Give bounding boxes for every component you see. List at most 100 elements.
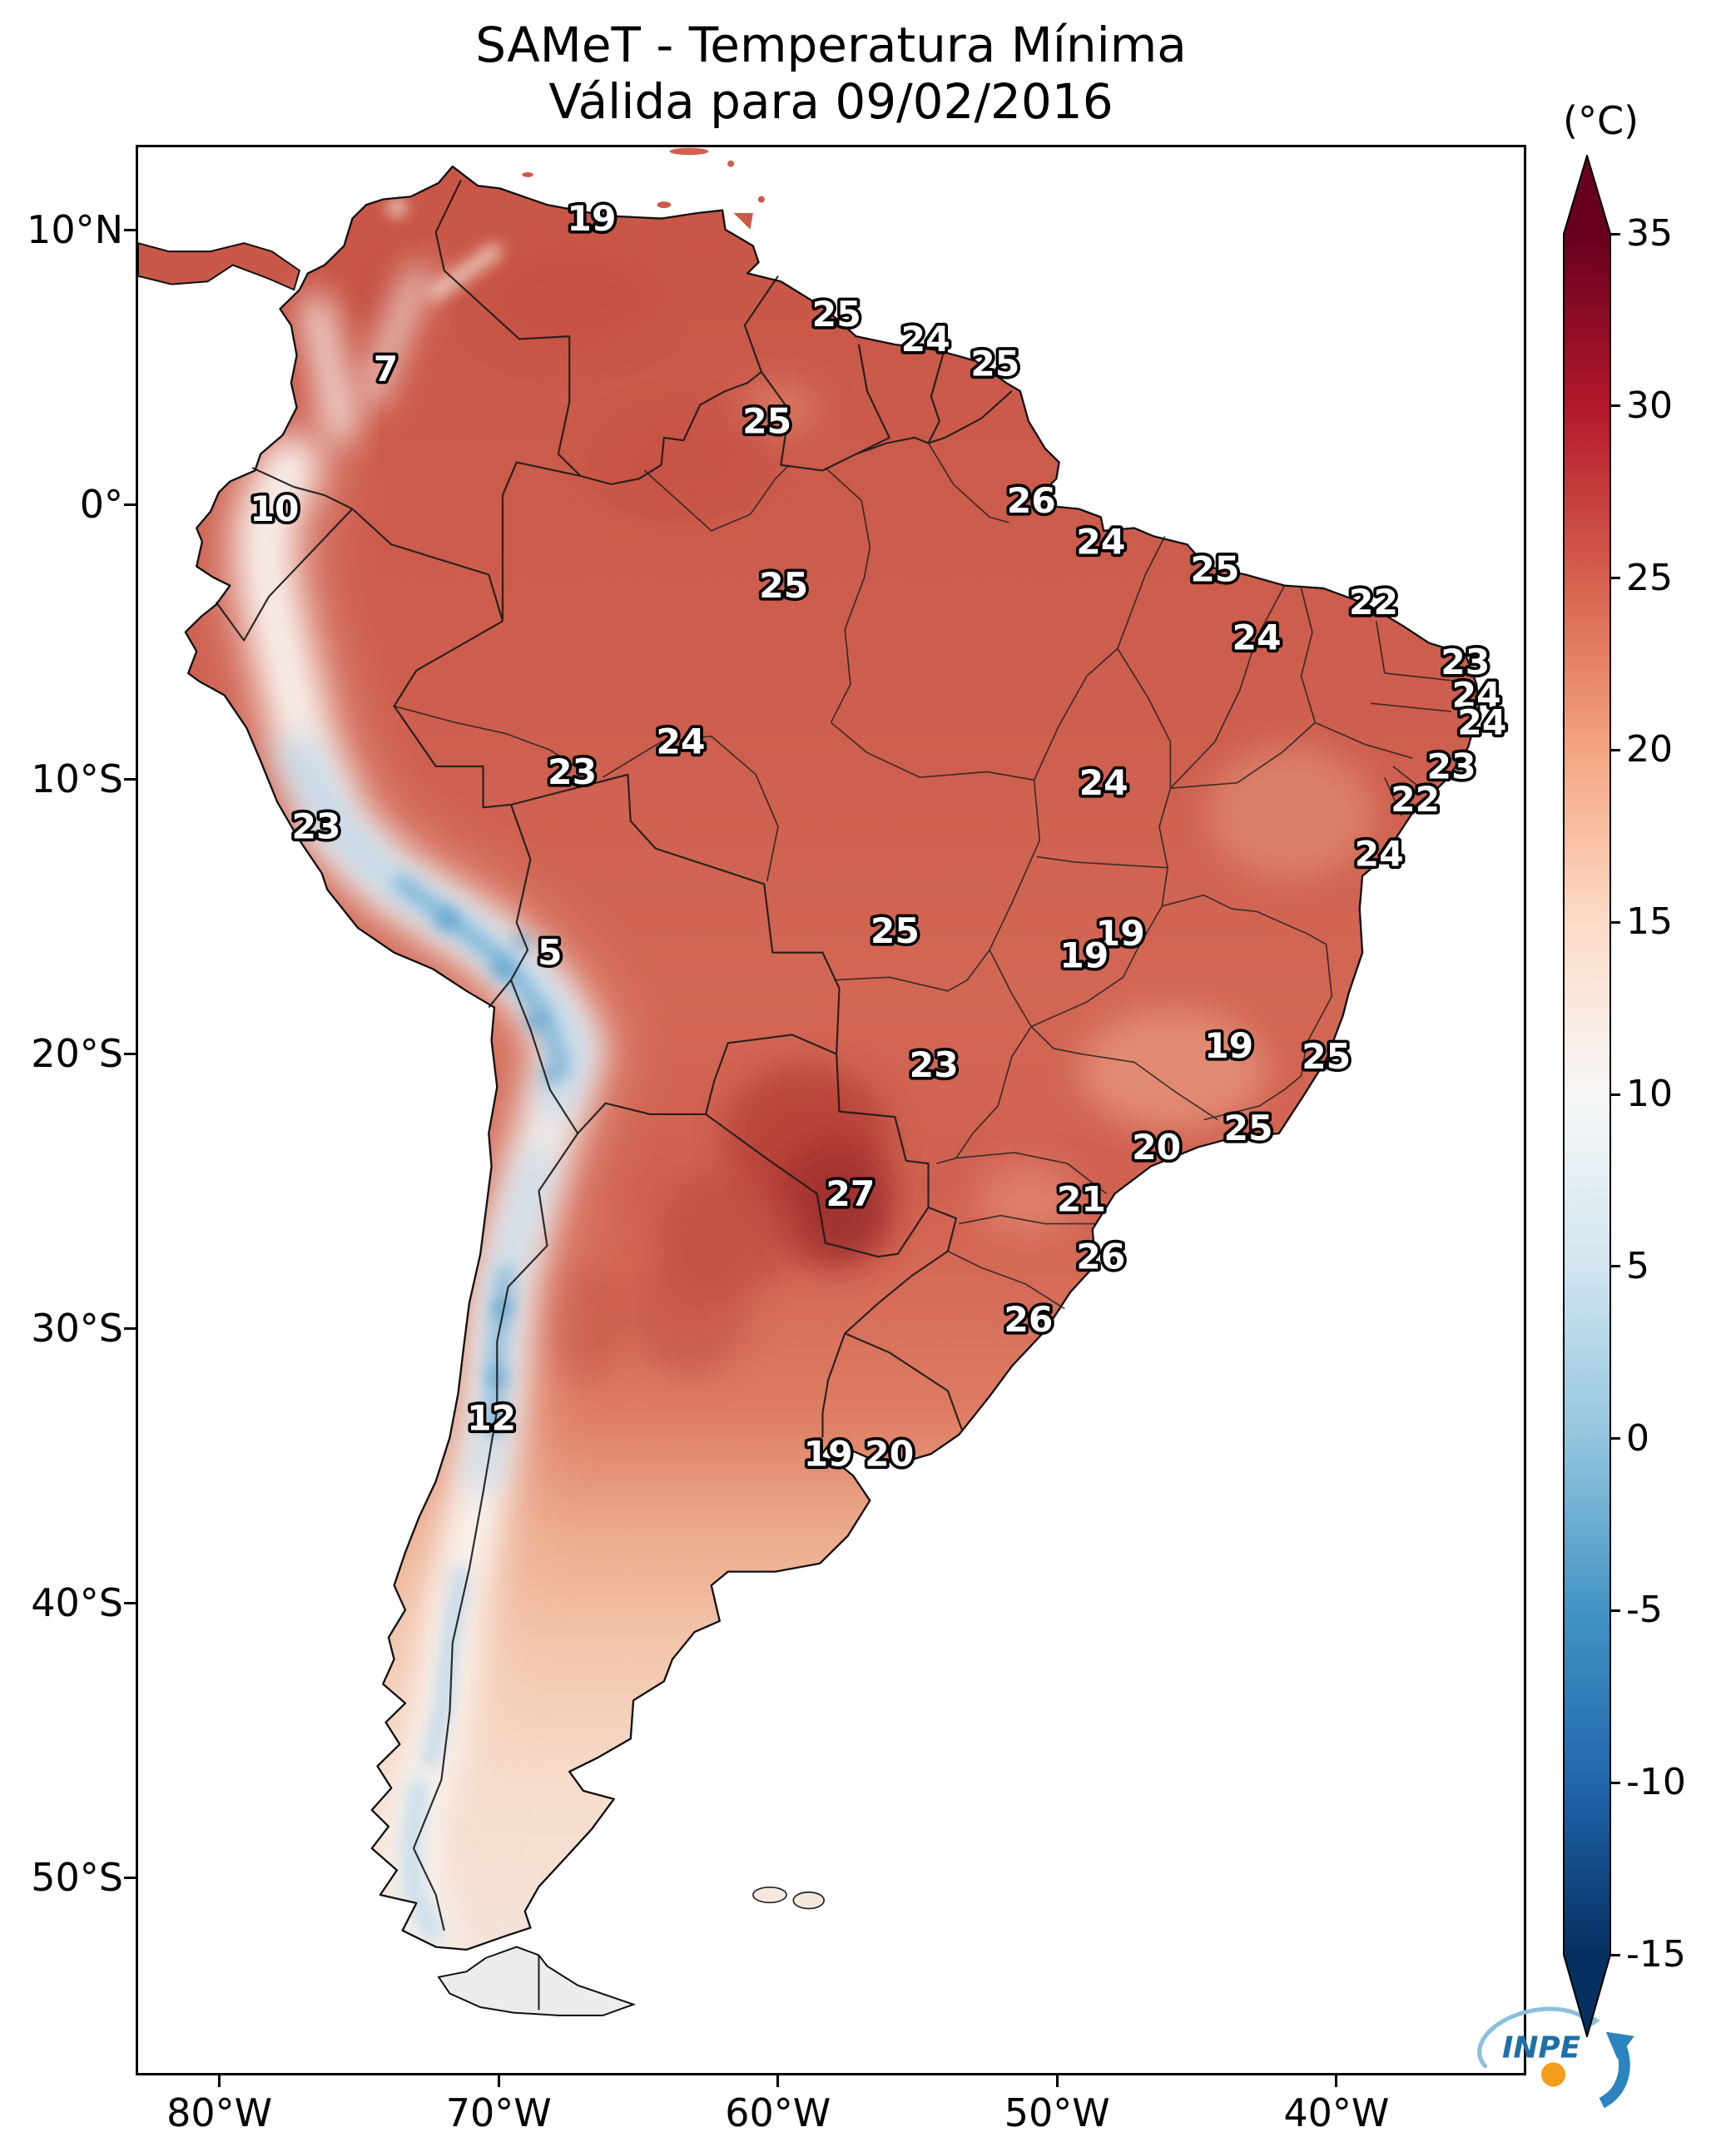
map-plot: 19 25 24 25 7 25 10 26 24 25 22 25 24 23 24 24 24 23 23 22 2… — [136, 145, 1634, 2109]
lat-tick-label: 50°S — [31, 1855, 123, 1901]
station-temp-label: 23 — [291, 806, 340, 847]
cool-patch-southeast-highlands — [1079, 1009, 1268, 1131]
station-temp-label: 19 — [1204, 1025, 1253, 1066]
station-temp-label: 7 — [374, 349, 399, 389]
title-line-1: SAMeT - Temperatura Mínima — [475, 17, 1187, 73]
andes-patagonia-blue-band — [400, 1778, 444, 1944]
station-temp-label: 24 — [1232, 617, 1281, 658]
station-temp-label: 20 — [1132, 1127, 1181, 1168]
grenada-islet — [727, 160, 735, 167]
station-temp-label: 21 — [1057, 1179, 1106, 1220]
lon-tick-mark — [1335, 2075, 1338, 2087]
station-temp-label: 23 — [1427, 746, 1476, 787]
cold-core-spots — [435, 909, 558, 1435]
lat-tick-mark — [124, 503, 136, 506]
colorbar-tick-label: 5 — [1626, 1244, 1649, 1287]
hot-patch-cuyo — [541, 1262, 626, 1383]
colorbar-tick-label: 30 — [1626, 384, 1673, 427]
inpe-logo-text: INPE — [1502, 2031, 1581, 2065]
station-temp-label: 24 — [901, 319, 950, 359]
margarita-island — [657, 201, 672, 209]
colorbar-tick-mark — [1610, 920, 1620, 924]
colorbar-gradient-bar — [1563, 155, 1611, 2037]
station-temp-label: 19 — [1096, 913, 1145, 954]
lat-tick-mark — [124, 777, 136, 781]
station-temp-label: 19 — [804, 1434, 853, 1475]
hot-core-paraguay — [803, 1168, 881, 1257]
falkland-east-island — [792, 1891, 825, 1910]
trinidad-island — [733, 212, 753, 230]
lat-tick-label: 10°S — [31, 756, 123, 802]
country-borders — [215, 180, 1013, 2011]
station-temp-label: 26 — [1007, 480, 1056, 521]
inpe-logo: INPE — [1477, 2006, 1634, 2109]
lon-tick-label: 40°W — [1283, 2090, 1390, 2135]
colorbar-tick-mark — [1610, 1437, 1620, 1440]
lat-tick-label: 0° — [79, 482, 123, 528]
colorbar-tick-label: 15 — [1626, 900, 1673, 944]
colorbar-tick-label: -10 — [1626, 1761, 1686, 1804]
station-temp-label: 19 — [1059, 935, 1109, 976]
lon-tick-mark — [497, 2075, 500, 2087]
warm-patch-north-amazon — [591, 409, 770, 520]
colorbar-tick-label: 20 — [1626, 728, 1673, 771]
colorbar-tick-mark — [1610, 1609, 1620, 1612]
hot-patch-santiago-del-estero — [630, 1251, 748, 1377]
state-borders — [394, 443, 1461, 1310]
lat-tick-label: 40°S — [31, 1580, 123, 1626]
andes-south-blue-band — [422, 1566, 469, 1769]
lon-tick-label: 70°W — [445, 2090, 552, 2135]
station-temp-label: 23 — [910, 1044, 959, 1085]
santa-marta-cold-spot — [388, 199, 405, 216]
station-temp-label: 10 — [250, 488, 299, 529]
colorbar-tick-mark — [1610, 1265, 1620, 1268]
station-temp-label: 5 — [538, 932, 563, 973]
lon-tick-mark — [776, 2075, 780, 2087]
warm-patch-orinoco-delta — [669, 224, 759, 279]
lat-tick-label: 30°S — [31, 1306, 123, 1351]
station-temp-label: 25 — [812, 294, 861, 335]
colorbar-tick-mark — [1610, 1781, 1620, 1784]
colorbar-tick-mark — [1610, 404, 1620, 408]
lat-tick-mark — [124, 228, 136, 231]
station-temp-label: 25 — [742, 401, 791, 442]
antilles-islets — [669, 147, 709, 156]
lat-tick-label: 20°S — [31, 1031, 123, 1077]
colorbar-tick-mark — [1610, 1093, 1620, 1096]
lon-tick-label: 80°W — [166, 2090, 273, 2135]
inpe-swirl-icon — [1477, 2006, 1591, 2069]
colorbar-tick-mark — [1610, 577, 1620, 580]
andes-colombia-east-band — [360, 264, 431, 409]
warm-patch-llanos — [480, 251, 659, 350]
station-temp-label: 22 — [1349, 582, 1398, 622]
tobago-islet — [757, 196, 765, 203]
lon-tick-mark — [1055, 2075, 1059, 2087]
temperature-shading-group — [224, 199, 1374, 1950]
station-temp-label: 24 — [1355, 834, 1404, 875]
colorbar-tick-label: 10 — [1626, 1073, 1673, 1115]
colorbar-tick-label: -5 — [1626, 1589, 1663, 1632]
coastline-outline — [184, 165, 1481, 1951]
andes-merida-band — [428, 244, 503, 300]
station-temp-label: 24 — [1079, 762, 1128, 803]
station-temp-label: 19 — [567, 198, 616, 239]
tierra-del-fuego-island — [437, 1946, 637, 2016]
colorbar-tick-label: 0 — [1626, 1416, 1649, 1460]
station-temp-label: 25 — [759, 565, 808, 606]
station-temp-label: 23 — [548, 751, 597, 792]
station-temp-label: 20 — [865, 1434, 914, 1475]
cool-patch-parana-highlands — [975, 1163, 1082, 1235]
station-temp-label: 26 — [1004, 1299, 1053, 1340]
colorbar-tick-mark — [1610, 232, 1620, 236]
station-temp-label: 12 — [467, 1398, 516, 1439]
colorbar-unit-label: (°C) — [1563, 98, 1639, 143]
title-line-2: Válida para 09/02/2016 — [548, 73, 1114, 131]
colorbar — [1563, 155, 1611, 2037]
inpe-orange-dot — [1540, 2062, 1566, 2087]
station-temp-label: 25 — [1223, 1108, 1272, 1148]
lat-tick-label: 10°N — [27, 207, 123, 253]
colorbar-tick-mark — [1610, 1953, 1620, 1956]
colorbar-tick-label: -15 — [1626, 1933, 1686, 1976]
